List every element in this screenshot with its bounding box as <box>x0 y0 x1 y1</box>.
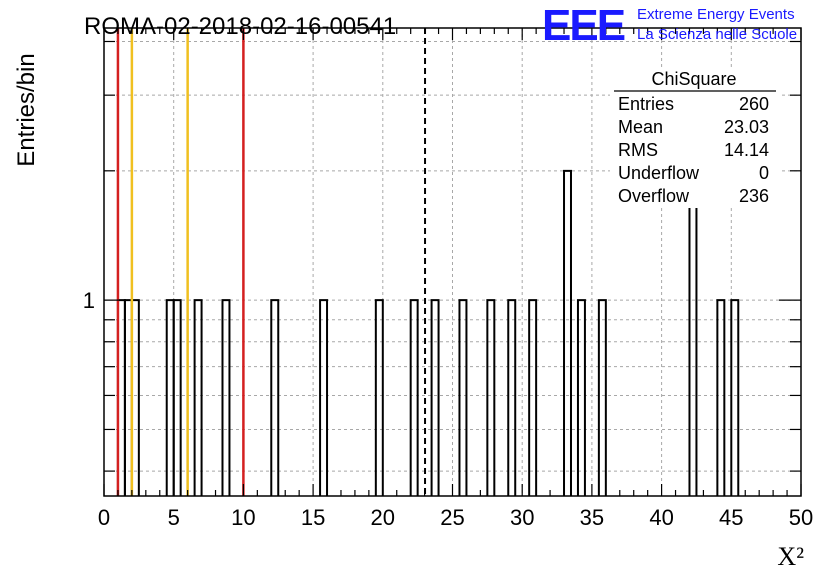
histogram-bin <box>374 299 384 496</box>
histogram-bin <box>270 299 280 496</box>
stats-label: RMS <box>618 140 658 160</box>
histogram-bin <box>319 299 329 496</box>
y-tick-label: 1 <box>83 288 95 313</box>
logo-mark: EEE <box>542 1 625 50</box>
stats-label: Entries <box>618 94 674 114</box>
histogram-bin <box>165 299 175 496</box>
stats-value: 23.03 <box>724 117 769 137</box>
histogram-bin <box>430 299 440 496</box>
x-tick-label: 50 <box>789 505 813 530</box>
histogram-bin <box>688 169 698 496</box>
x-tick-label: 25 <box>440 505 464 530</box>
x-tick-label: 0 <box>98 505 110 530</box>
histogram-bin <box>221 299 231 496</box>
histogram-bin <box>730 299 740 496</box>
marker-lines <box>116 28 427 496</box>
logo-line2: La Scienza nelle Scuole <box>637 26 797 43</box>
histogram-bin <box>409 299 419 496</box>
stats-rows: Entries 260 Mean 23.03 RMS 14.14 Underflow 0 Ove… <box>618 94 769 206</box>
chart-title: ROMA-02-2018-02-16-00541 <box>84 13 396 40</box>
histogram-bin <box>563 169 572 496</box>
logo-line1: Extreme Energy Events <box>637 6 795 23</box>
x-tick-label: 35 <box>580 505 604 530</box>
histogram-bin <box>716 299 726 496</box>
histogram-bin <box>576 299 586 496</box>
y-axis-label: Entries/bin <box>13 53 40 166</box>
stats-value: 14.14 <box>724 140 769 160</box>
stats-label: Overflow <box>618 186 690 206</box>
grid <box>104 28 801 496</box>
x-axis-label: X² <box>777 542 804 571</box>
x-tick-label: 30 <box>510 505 534 530</box>
stats-value: 0 <box>759 163 769 183</box>
histogram-bin <box>507 299 517 496</box>
histogram-bars <box>116 169 740 496</box>
logo: EEE Extreme Energy Events La Scienza nel… <box>542 1 797 50</box>
histogram-bin <box>458 299 468 496</box>
x-tick-label: 15 <box>301 505 325 530</box>
x-tick-label: 5 <box>168 505 180 530</box>
histogram-bin <box>597 299 607 496</box>
stats-value: 260 <box>739 94 769 114</box>
axis-ticks <box>103 28 802 496</box>
x-tick-label: 20 <box>371 505 395 530</box>
histogram-bin <box>172 299 182 496</box>
x-tick-label: 40 <box>649 505 673 530</box>
stats-title: ChiSquare <box>651 69 736 89</box>
stats-label: Underflow <box>618 163 700 183</box>
stats-value: 236 <box>739 186 769 206</box>
stats-label: Mean <box>618 117 663 137</box>
axis-tick-labels: 0 5 10 15 20 25 30 35 40 45 50 1 <box>83 288 813 530</box>
histogram-bin <box>486 299 496 496</box>
histogram-bin <box>193 299 203 496</box>
stats-box: ChiSquare Entries 260 Mean 23.03 RMS 14.14 Und… <box>610 68 782 208</box>
x-tick-label: 10 <box>231 505 255 530</box>
histogram-bin <box>528 299 538 496</box>
x-tick-label: 45 <box>719 505 743 530</box>
